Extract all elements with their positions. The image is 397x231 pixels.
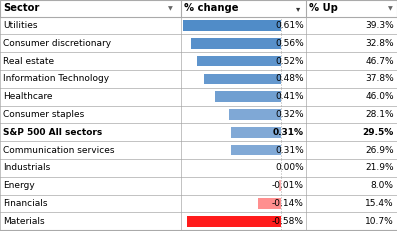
Text: 0.31%: 0.31% [273, 128, 304, 137]
Text: 46.0%: 46.0% [365, 92, 394, 101]
Text: 21.9%: 21.9% [365, 163, 394, 172]
Bar [0, 17, 397, 34]
Text: 8.0%: 8.0% [371, 181, 394, 190]
Bar [231, 127, 281, 138]
Text: -0.58%: -0.58% [272, 217, 304, 226]
Text: Consumer discretionary: Consumer discretionary [3, 39, 111, 48]
Text: % Up: % Up [309, 3, 338, 13]
Bar [0, 106, 397, 123]
Bar [258, 198, 281, 209]
Text: 39.3%: 39.3% [365, 21, 394, 30]
Text: 0.32%: 0.32% [275, 110, 304, 119]
Bar [0, 34, 397, 52]
Text: ▼: ▼ [388, 6, 393, 11]
Text: 0.61%: 0.61% [275, 21, 304, 30]
Text: Healthcare: Healthcare [3, 92, 53, 101]
Bar [0, 195, 397, 212]
Bar [183, 20, 281, 31]
Text: ▾: ▾ [297, 4, 301, 13]
Text: 0.48%: 0.48% [275, 74, 304, 83]
Text: 0.52%: 0.52% [275, 57, 304, 66]
Text: 46.7%: 46.7% [365, 57, 394, 66]
Bar [0, 212, 397, 230]
Text: Information Technology: Information Technology [3, 74, 109, 83]
Bar [204, 73, 281, 84]
Bar [191, 38, 281, 49]
Text: 0.31%: 0.31% [275, 146, 304, 155]
Bar [0, 123, 397, 141]
Bar [279, 180, 281, 191]
Text: Financials: Financials [3, 199, 48, 208]
Text: ▼: ▼ [168, 6, 173, 11]
Bar [229, 109, 281, 120]
Text: 37.8%: 37.8% [365, 74, 394, 83]
Text: Communication services: Communication services [3, 146, 115, 155]
Text: Utilities: Utilities [3, 21, 38, 30]
Bar [0, 177, 397, 195]
Text: 0.56%: 0.56% [275, 39, 304, 48]
Bar [231, 145, 281, 155]
Text: 0.00%: 0.00% [275, 163, 304, 172]
Text: 26.9%: 26.9% [365, 146, 394, 155]
Text: 32.8%: 32.8% [365, 39, 394, 48]
Bar [197, 56, 281, 67]
Bar [0, 88, 397, 106]
Text: 28.1%: 28.1% [365, 110, 394, 119]
Text: Real estate: Real estate [3, 57, 54, 66]
Bar [0, 70, 397, 88]
Text: % change: % change [184, 3, 238, 13]
Text: Materials: Materials [3, 217, 45, 226]
Bar [0, 141, 397, 159]
Text: 10.7%: 10.7% [365, 217, 394, 226]
Bar [0, 0, 397, 17]
Text: 15.4%: 15.4% [365, 199, 394, 208]
Text: Industrials: Industrials [3, 163, 50, 172]
Bar [187, 216, 281, 227]
Text: -0.01%: -0.01% [272, 181, 304, 190]
Text: -0.14%: -0.14% [272, 199, 304, 208]
Text: 29.5%: 29.5% [362, 128, 394, 137]
Bar [0, 52, 397, 70]
Text: Energy: Energy [3, 181, 35, 190]
Text: S&P 500 All sectors: S&P 500 All sectors [3, 128, 102, 137]
Text: Sector: Sector [3, 3, 40, 13]
Bar [215, 91, 281, 102]
Text: 0.41%: 0.41% [275, 92, 304, 101]
Text: Consumer staples: Consumer staples [3, 110, 85, 119]
Bar [0, 159, 397, 177]
